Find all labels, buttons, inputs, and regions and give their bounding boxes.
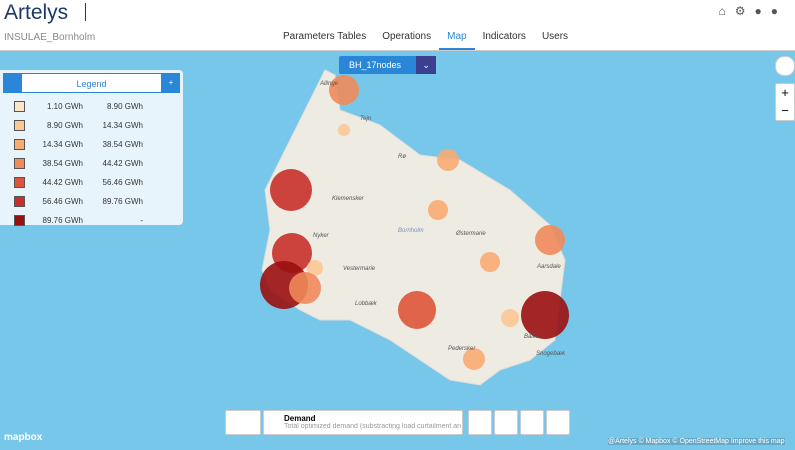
search[interactable] <box>775 56 795 76</box>
basemap[interactable] <box>225 410 261 435</box>
swatch <box>14 215 25 226</box>
legend-range: 44.42 GWh <box>42 178 83 187</box>
legend-row: 14.34 GWh 38.54 GWh <box>0 135 183 154</box>
tool[interactable] <box>520 410 544 435</box>
place-label: Rø <box>398 154 406 160</box>
legend-title: Legend <box>21 73 162 93</box>
tool[interactable] <box>468 410 492 435</box>
legend-row: 89.76 GWh - <box>0 211 183 230</box>
dataset-select[interactable]: BH_17nodes ⌄ <box>339 56 436 74</box>
nav-tab[interactable]: Users <box>541 31 569 42</box>
node[interactable] <box>535 225 565 255</box>
divider <box>85 3 86 21</box>
credits: @Artelys © Mapbox © OpenStreetMap Improv… <box>608 438 785 445</box>
legend-range: - <box>140 216 143 225</box>
legend-row: 38.54 GWh 44.42 GWh <box>0 154 183 173</box>
node[interactable] <box>289 272 321 304</box>
legend-range: 38.54 GWh <box>42 159 83 168</box>
map: Allinge Tejn Rø Klemensker Bornholm Østermari… <box>260 69 569 386</box>
swatch <box>14 139 25 150</box>
node[interactable] <box>428 200 448 220</box>
node[interactable] <box>270 169 312 211</box>
node[interactable] <box>437 149 459 171</box>
dataset-name: BH_17nodes <box>349 60 402 70</box>
legend-row: 56.46 GWh 89.76 GWh <box>0 192 183 211</box>
place-label: Nyker <box>313 233 330 239</box>
legend-range: 56.46 GWh <box>102 178 143 187</box>
place-label: Tejn <box>360 116 372 122</box>
legend-row: 44.42 GWh 56.46 GWh <box>0 173 183 192</box>
tool[interactable] <box>494 410 518 435</box>
node[interactable] <box>480 252 500 272</box>
node[interactable] <box>329 75 359 105</box>
nodes <box>260 75 569 370</box>
legend-row: 8.90 GWh 14.34 GWh <box>0 116 183 135</box>
legend-range: 56.46 GWh <box>42 197 83 206</box>
tool[interactable] <box>546 410 570 435</box>
place-label: Bornholm <box>398 228 424 234</box>
project-name[interactable]: INSULAE_Bornholm <box>4 32 96 43</box>
add[interactable]: + <box>162 73 180 93</box>
icons[interactable]: ⌂⚙●● <box>718 4 787 18</box>
sub-bar <box>0 25 795 51</box>
layer-select[interactable]: Demand Total optimized demand (substract… <box>263 410 463 435</box>
legend-range: 89.76 GWh <box>102 197 143 206</box>
nav: Parameters Tables Operations Map Indicators… <box>275 25 576 50</box>
nav-tab[interactable]: Operations <box>382 31 432 42</box>
place-label: Vestermarie <box>343 266 376 272</box>
legend-rows: 1.10 GWh 8.90 GWh 8.90 GWh 14.34 GWh 14.34 G… <box>0 97 183 230</box>
legend-range: 8.90 GWh <box>46 121 83 130</box>
node[interactable] <box>338 124 350 136</box>
place-label: Snogebæk <box>536 351 566 357</box>
brand: Artelys <box>4 1 69 24</box>
node[interactable] <box>307 260 323 276</box>
legend-range: 44.42 GWh <box>102 159 143 168</box>
layer-name: Demand <box>284 414 316 423</box>
place-label: Pedersker <box>448 346 476 352</box>
top-bar: Artelys ⌂⚙●● <box>0 0 795 26</box>
place-label: Østermarie <box>455 231 486 237</box>
dropdown[interactable]: ⌄ <box>416 56 436 74</box>
nav-tab[interactable]: Indicators <box>482 31 526 42</box>
node[interactable] <box>501 309 519 327</box>
place-label: Klemensker <box>332 196 365 202</box>
legend-range: 14.34 GWh <box>102 121 143 130</box>
swatch <box>14 196 25 207</box>
nav-tab[interactable]: Map <box>439 25 475 50</box>
legend-range: 14.34 GWh <box>42 140 83 149</box>
layer-description: Total optimized demand (substracting loa… <box>284 423 462 430</box>
collapse[interactable] <box>3 73 21 93</box>
legend-range: 1.10 GWh <box>46 102 83 111</box>
swatch <box>14 177 25 188</box>
legend-range: 38.54 GWh <box>102 140 143 149</box>
mapbox-logo: mapbox <box>4 432 43 443</box>
swatch <box>14 158 25 169</box>
toolbar: Demand Total optimized demand (substract… <box>225 410 570 435</box>
node[interactable] <box>398 291 436 329</box>
swatch <box>14 101 25 112</box>
swatch <box>14 120 25 131</box>
legend: Legend + 1.10 GWh 8.90 GWh 8.90 GWh 14.34 G… <box>0 70 183 226</box>
place-label: Lobbæk <box>355 301 378 307</box>
place-label: Aarsdale <box>536 264 561 270</box>
place-label: Balka <box>524 334 540 340</box>
legend-range: 89.76 GWh <box>42 216 83 225</box>
legend-range: 8.90 GWh <box>106 102 143 111</box>
nav-tab[interactable]: Parameters Tables <box>283 31 367 42</box>
place-label: Allinge <box>319 81 339 87</box>
node[interactable] <box>521 291 569 339</box>
zoom[interactable]: + − <box>775 83 795 121</box>
legend-row: 1.10 GWh 8.90 GWh <box>0 97 183 116</box>
node[interactable] <box>463 348 485 370</box>
legend-header: Legend + <box>3 73 180 93</box>
